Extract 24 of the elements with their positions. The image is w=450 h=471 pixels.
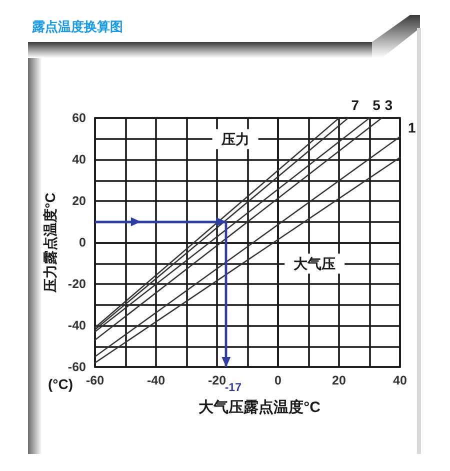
- y-tick-label: 40: [72, 152, 86, 166]
- series-label: 5: [372, 97, 381, 113]
- y-tick-label: -20: [68, 277, 86, 291]
- y-tick-label: 60: [72, 111, 86, 125]
- x-tick-label: -60: [86, 374, 104, 388]
- series-label: 3: [384, 97, 393, 113]
- chart-title: 露点温度换算图: [31, 19, 123, 34]
- x-tick-label: 0: [274, 374, 282, 388]
- y-tick-label: -40: [68, 318, 86, 332]
- x-tick-label: -40: [146, 374, 166, 388]
- x-tick-label: 40: [393, 374, 407, 388]
- y-tick-label: 0: [79, 236, 86, 250]
- annotation: 大气压: [294, 256, 336, 272]
- ref-line-label: -17: [224, 382, 242, 394]
- y-tick-label: 20: [72, 194, 86, 208]
- x-axis-title: 大气压露点温度°C: [198, 398, 321, 416]
- y-axis-title: 压力露点温度°C: [42, 192, 58, 294]
- x-tick-label: 20: [332, 374, 346, 388]
- series-label: 7: [351, 97, 360, 113]
- series-label: 1: [408, 120, 416, 136]
- text: (°C): [48, 376, 74, 392]
- annotation: 压力: [220, 131, 250, 148]
- y-tick-label: -60: [68, 360, 86, 374]
- x-tick-label: -20: [208, 374, 226, 388]
